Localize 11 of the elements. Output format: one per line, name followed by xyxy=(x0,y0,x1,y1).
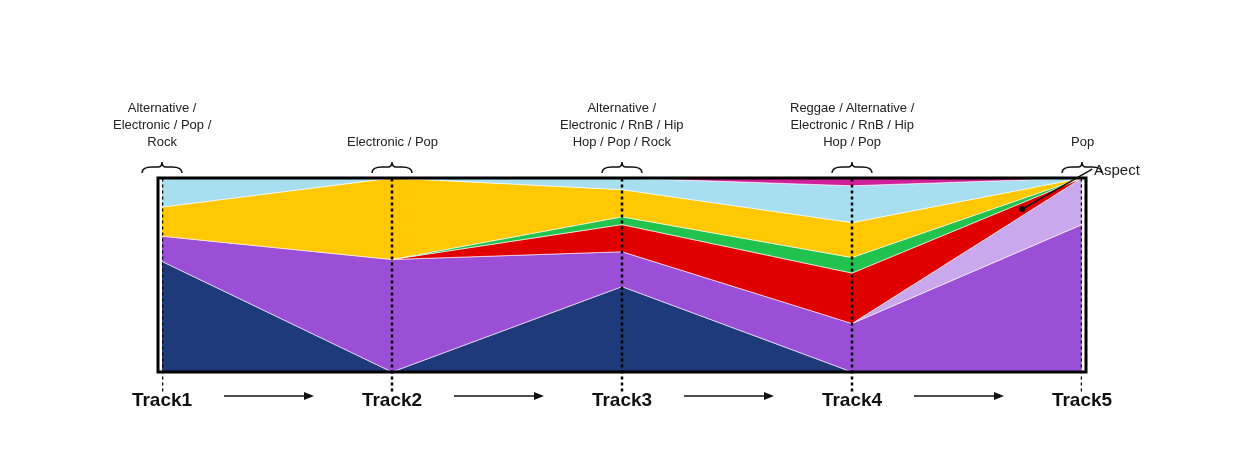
text: Reggae / Alternative / Electronic / RnB / Hip Hop / Pop xyxy=(790,100,915,149)
text: Alternative / Electronic / RnB / Hip Hop / Pop / Rock xyxy=(560,100,684,149)
text: Alternative / Electronic / Pop / Rock xyxy=(113,100,212,149)
text: Aspect xyxy=(1094,161,1141,178)
text: Pop xyxy=(1071,134,1095,149)
x-tick-label: Track5 xyxy=(1051,389,1113,410)
x-tick-label: Track4 xyxy=(821,389,883,410)
x-tick-label: Track2 xyxy=(361,389,423,410)
x-tick-label: Track3 xyxy=(591,389,653,410)
x-tick-label: Track1 xyxy=(131,389,193,410)
text: Electronic / Pop xyxy=(347,134,439,149)
